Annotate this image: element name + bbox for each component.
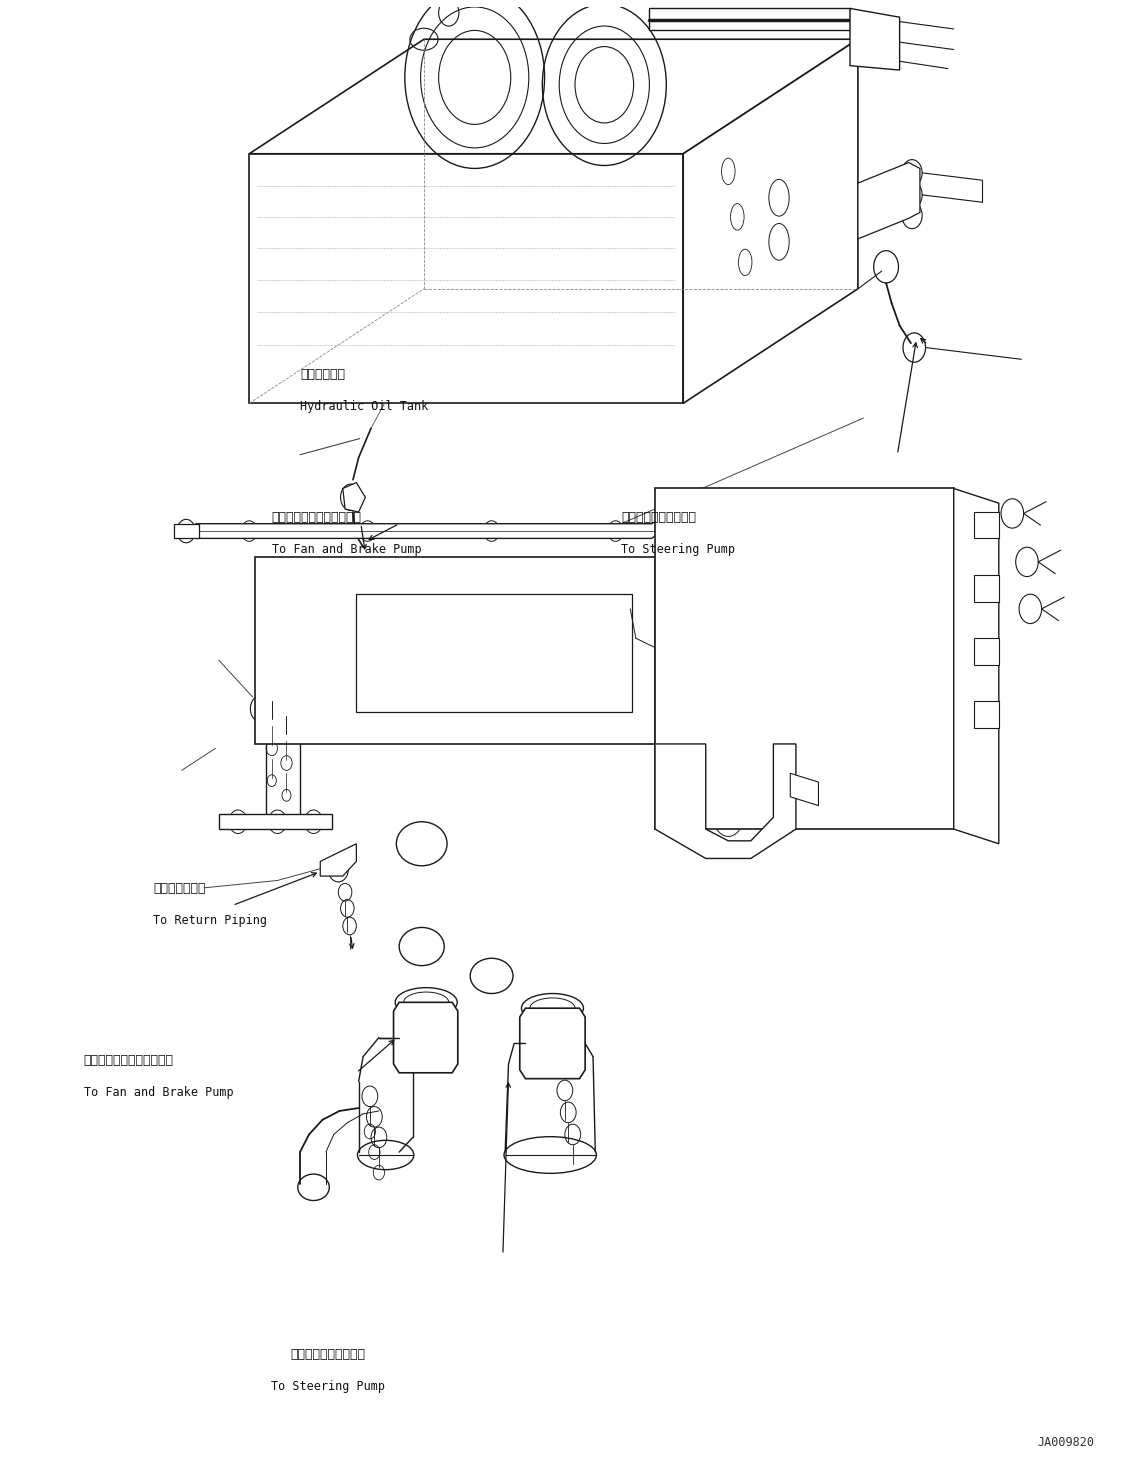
Text: ステアリングポンプへ: ステアリングポンプへ: [621, 511, 696, 523]
Text: To Fan and Brake Pump: To Fan and Brake Pump: [272, 542, 421, 556]
Polygon shape: [185, 514, 666, 538]
Polygon shape: [974, 511, 998, 538]
Polygon shape: [655, 744, 796, 858]
Polygon shape: [249, 39, 858, 154]
Polygon shape: [321, 843, 356, 876]
Polygon shape: [394, 1002, 458, 1073]
Polygon shape: [858, 163, 920, 239]
Text: ファン・ブレーキポンプへ: ファン・ブレーキポンプへ: [83, 1054, 173, 1067]
Circle shape: [329, 855, 348, 882]
Text: To Steering Pump: To Steering Pump: [621, 542, 735, 556]
Polygon shape: [649, 9, 850, 31]
Polygon shape: [974, 639, 998, 664]
Polygon shape: [520, 1008, 585, 1079]
Polygon shape: [249, 154, 683, 403]
Text: 作動油タンク: 作動油タンク: [300, 369, 345, 381]
Polygon shape: [342, 483, 365, 511]
Text: ステアリングポンプへ: ステアリングポンプへ: [291, 1347, 365, 1360]
Text: リターン配管へ: リターン配管へ: [154, 882, 207, 895]
Polygon shape: [356, 594, 632, 711]
Polygon shape: [219, 815, 332, 828]
Polygon shape: [173, 523, 199, 538]
Polygon shape: [974, 575, 998, 602]
Text: To Return Piping: To Return Piping: [154, 914, 267, 928]
Text: To Fan and Brake Pump: To Fan and Brake Pump: [83, 1086, 233, 1100]
Text: ファン・ブレーキポンプへ: ファン・ブレーキポンプへ: [272, 511, 362, 523]
Polygon shape: [683, 39, 858, 403]
Polygon shape: [954, 489, 998, 843]
Polygon shape: [254, 557, 655, 744]
Polygon shape: [655, 489, 954, 828]
Polygon shape: [974, 701, 998, 728]
Polygon shape: [850, 9, 899, 70]
Text: To Steering Pump: To Steering Pump: [272, 1380, 386, 1393]
Text: JA009820: JA009820: [1037, 1436, 1094, 1448]
Polygon shape: [791, 774, 818, 806]
Text: Hydraulic Oil Tank: Hydraulic Oil Tank: [300, 400, 428, 413]
